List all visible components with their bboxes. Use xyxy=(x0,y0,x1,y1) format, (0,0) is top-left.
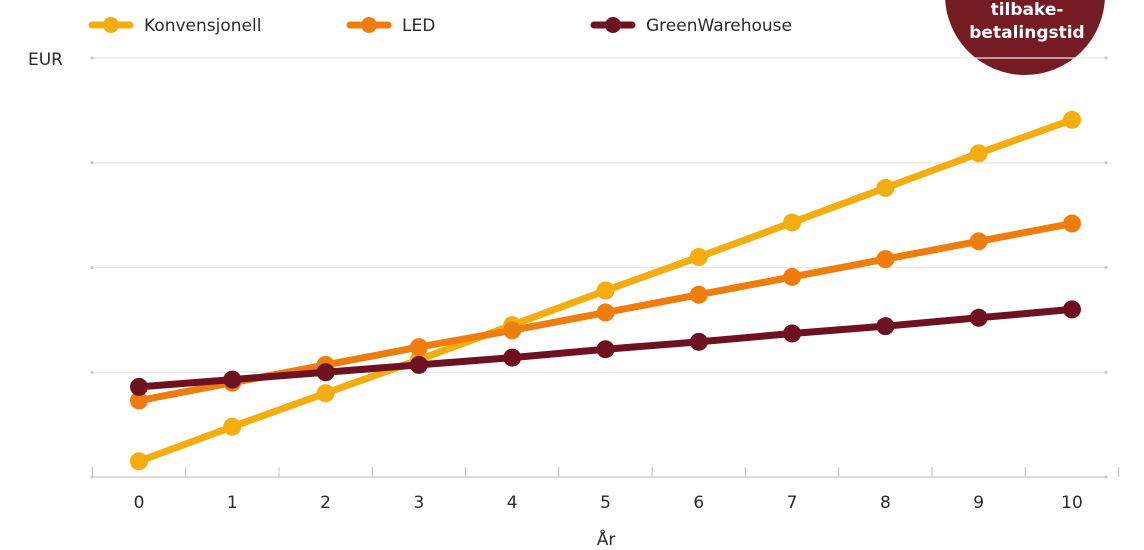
y-tick-dot xyxy=(1104,475,1108,479)
y-tick-dot xyxy=(90,56,94,60)
data-point xyxy=(783,267,802,286)
data-point xyxy=(409,338,428,357)
data-point xyxy=(130,377,148,396)
data-point xyxy=(969,144,988,163)
data-point xyxy=(1063,110,1081,129)
legend-label: Konvensjonell xyxy=(144,16,261,36)
y-tick-dot xyxy=(1104,56,1108,60)
x-tick-label: 3 xyxy=(413,493,424,513)
x-tick-label: 1 xyxy=(227,493,238,513)
data-point xyxy=(409,355,428,374)
legend-item: LED xyxy=(346,16,435,36)
x-tick-label: 4 xyxy=(507,493,518,513)
y-tick-dot xyxy=(1104,161,1108,165)
data-point xyxy=(783,324,802,343)
data-point xyxy=(596,303,615,322)
data-point xyxy=(316,384,335,403)
x-axis-label: År xyxy=(597,528,616,550)
y-tick-dot xyxy=(90,370,94,374)
data-point xyxy=(783,213,802,232)
data-point xyxy=(689,332,708,351)
data-point xyxy=(1063,300,1081,319)
legend-item: Konvensjonell xyxy=(88,16,261,36)
payback-badge: tilbake- betalingstid xyxy=(945,0,1105,75)
data-point xyxy=(969,308,988,327)
payback-badge-circle xyxy=(945,0,1105,75)
y-tick-dot xyxy=(1104,370,1108,374)
series-led xyxy=(130,214,1081,410)
y-tick-dot xyxy=(90,161,94,165)
data-point xyxy=(876,178,895,197)
x-tick-label: 7 xyxy=(787,493,798,513)
data-point xyxy=(223,370,242,389)
data-point xyxy=(876,317,895,336)
x-tick-label: 5 xyxy=(600,493,611,513)
data-point xyxy=(689,285,708,304)
legend-marker xyxy=(605,17,621,33)
x-axis: 0 1 2 3 4 5 6 7 8 9 10 xyxy=(91,467,1120,513)
x-tick-label: 0 xyxy=(134,493,145,513)
x-tick-label: 6 xyxy=(693,493,704,513)
legend: Konvensjonell LED GreenWarehouse xyxy=(88,16,792,36)
x-tick-label: 8 xyxy=(880,493,891,513)
y-tick-dot xyxy=(1104,265,1108,270)
data-point xyxy=(503,321,522,340)
legend-item: GreenWarehouse xyxy=(590,16,792,36)
data-point xyxy=(130,452,148,471)
x-tick-label: 2 xyxy=(320,493,331,513)
data-point xyxy=(223,417,242,436)
data-point xyxy=(876,250,895,269)
x-tick-label: 10 xyxy=(1061,493,1083,513)
grid xyxy=(90,56,1108,479)
data-point xyxy=(503,348,522,367)
x-tick-label: 9 xyxy=(973,493,984,513)
data-point xyxy=(596,340,615,359)
series-greenwarehouse xyxy=(130,300,1081,396)
data-point xyxy=(969,232,988,251)
y-axis-label: EUR xyxy=(28,50,63,70)
payback-badge-line-2: betalingstid xyxy=(969,23,1084,43)
data-point xyxy=(689,248,708,267)
data-point xyxy=(130,391,148,410)
legend-marker xyxy=(361,17,377,33)
data-point xyxy=(316,363,335,382)
legend-label: GreenWarehouse xyxy=(646,16,792,36)
y-tick-dot xyxy=(90,265,94,270)
series-group xyxy=(130,110,1081,471)
series-konvensjonell xyxy=(130,110,1081,471)
legend-label: LED xyxy=(402,16,435,36)
legend-marker xyxy=(103,17,119,33)
payback-badge-line-1: tilbake- xyxy=(991,0,1064,20)
data-point xyxy=(1063,214,1081,233)
data-point xyxy=(596,281,615,300)
